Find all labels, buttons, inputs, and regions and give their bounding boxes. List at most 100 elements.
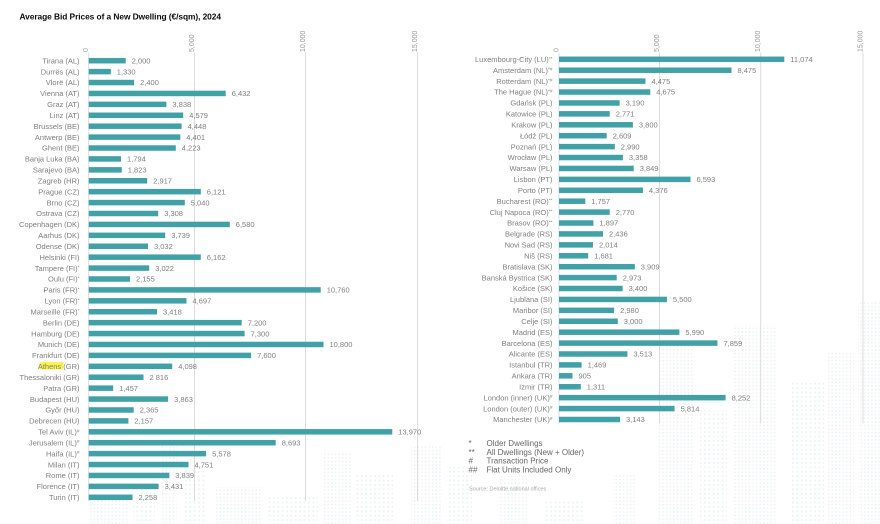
svg-text:Ostrava (CZ): Ostrava (CZ) bbox=[36, 209, 80, 218]
svg-text:Transaction Price: Transaction Price bbox=[487, 457, 550, 466]
svg-text:2,990: 2,990 bbox=[621, 142, 640, 151]
svg-text:##: ## bbox=[469, 466, 478, 475]
svg-text:6,162: 6,162 bbox=[207, 253, 226, 262]
svg-text:Hamburg (DE): Hamburg (DE) bbox=[31, 329, 80, 338]
svg-text:All Dwellings (New + Older): All Dwellings (New + Older) bbox=[487, 448, 585, 457]
svg-text:2 816: 2 816 bbox=[150, 373, 169, 382]
svg-text:Gdańsk (PL): Gdańsk (PL) bbox=[510, 99, 553, 108]
svg-text:3,839: 3,839 bbox=[175, 471, 194, 480]
svg-text:2,365: 2,365 bbox=[140, 406, 159, 415]
svg-text:Marseille (FR)*: Marseille (FR)* bbox=[31, 307, 80, 316]
svg-text:Bucharest (RO)**: Bucharest (RO)** bbox=[497, 197, 553, 206]
svg-text:2,980: 2,980 bbox=[620, 306, 639, 315]
svg-text:Odense (DK): Odense (DK) bbox=[36, 242, 80, 251]
svg-text:1,897: 1,897 bbox=[599, 219, 618, 228]
svg-text:Munich (DE): Munich (DE) bbox=[38, 340, 80, 349]
svg-text:Rome (IT): Rome (IT) bbox=[46, 471, 80, 480]
svg-text:0: 0 bbox=[83, 48, 90, 52]
svg-text:Haifa (IL)#: Haifa (IL)# bbox=[46, 449, 80, 458]
svg-text:8,252: 8,252 bbox=[732, 393, 751, 402]
svg-text:Copenhagen (DK): Copenhagen (DK) bbox=[19, 220, 80, 229]
svg-text:2,436: 2,436 bbox=[609, 230, 628, 239]
svg-text:Banja Luka (BA): Banja Luka (BA) bbox=[25, 155, 80, 164]
svg-text:Luxembourg-City (LU)**: Luxembourg-City (LU)** bbox=[475, 55, 553, 64]
svg-text:1,823: 1,823 bbox=[128, 166, 147, 175]
svg-text:Linz (AT): Linz (AT) bbox=[50, 111, 80, 120]
svg-text:5,000: 5,000 bbox=[654, 34, 661, 52]
svg-text:6,580: 6,580 bbox=[236, 220, 255, 229]
svg-text:Tirana (AL): Tirana (AL) bbox=[42, 56, 80, 65]
svg-text:3,032: 3,032 bbox=[154, 242, 173, 251]
svg-text:Celje (SI): Celje (SI) bbox=[521, 317, 553, 326]
svg-text:13,970: 13,970 bbox=[398, 428, 421, 437]
svg-text:2,917: 2,917 bbox=[153, 176, 172, 185]
svg-text:7,300: 7,300 bbox=[251, 329, 270, 338]
svg-text:Cluj Napoca (RO)**: Cluj Napoca (RO)** bbox=[490, 208, 553, 217]
svg-text:3,849: 3,849 bbox=[640, 164, 659, 173]
svg-text:7,859: 7,859 bbox=[724, 339, 743, 348]
svg-text:10,000: 10,000 bbox=[300, 30, 307, 52]
svg-text:Barcelona (ES): Barcelona (ES) bbox=[502, 339, 553, 348]
svg-text:Belgrade (RS): Belgrade (RS) bbox=[505, 230, 553, 239]
svg-text:Lisbon (PT): Lisbon (PT) bbox=[514, 175, 553, 184]
svg-text:905: 905 bbox=[579, 372, 592, 381]
svg-text:Frankfurt (DE): Frankfurt (DE) bbox=[32, 351, 80, 360]
svg-text:2,770: 2,770 bbox=[616, 208, 635, 217]
svg-text:Tampere (FI)*: Tampere (FI)* bbox=[35, 264, 80, 273]
svg-text:3,863: 3,863 bbox=[174, 395, 193, 404]
svg-text:London (outer) (UK)#: London (outer) (UK)# bbox=[483, 404, 553, 413]
svg-text:Milan (IT): Milan (IT) bbox=[48, 460, 80, 469]
svg-text:2,157: 2,157 bbox=[134, 417, 153, 426]
svg-text:Average Bid Prices of a New Dw: Average Bid Prices of a New Dwelling (€/… bbox=[20, 12, 222, 22]
svg-text:1,757: 1,757 bbox=[591, 197, 610, 206]
svg-text:Patra (GR): Patra (GR) bbox=[43, 384, 80, 393]
svg-text:Older Dwellings: Older Dwellings bbox=[487, 439, 543, 448]
svg-text:3,431: 3,431 bbox=[165, 482, 184, 491]
svg-text:Athens (GR): Athens (GR) bbox=[38, 362, 80, 371]
svg-text:Zagreb (HR): Zagreb (HR) bbox=[38, 176, 80, 185]
svg-text:Łódź (PL): Łódź (PL) bbox=[520, 131, 553, 140]
svg-text:Amsterdam (NL)*#: Amsterdam (NL)*# bbox=[493, 66, 553, 75]
svg-text:1,457: 1,457 bbox=[119, 384, 138, 393]
svg-text:1,469: 1,469 bbox=[588, 361, 607, 370]
svg-text:3,358: 3,358 bbox=[629, 153, 648, 162]
svg-text:4,223: 4,223 bbox=[182, 144, 201, 153]
svg-text:Krakow (PL): Krakow (PL) bbox=[511, 120, 553, 129]
svg-text:Ljublana (SI): Ljublana (SI) bbox=[510, 295, 553, 304]
svg-text:Niš (RS): Niš (RS) bbox=[524, 251, 553, 260]
svg-text:2,000: 2,000 bbox=[132, 56, 151, 65]
svg-text:3,400: 3,400 bbox=[629, 284, 648, 293]
svg-text:Source: Deloitte national offi: Source: Deloitte national offices bbox=[469, 487, 546, 493]
svg-text:3,909: 3,909 bbox=[641, 262, 660, 271]
svg-text:8,693: 8,693 bbox=[282, 438, 301, 447]
svg-text:Florence (IT): Florence (IT) bbox=[37, 482, 80, 491]
svg-text:4,475: 4,475 bbox=[652, 77, 671, 86]
svg-text:Flat Units Included Only: Flat Units Included Only bbox=[487, 466, 572, 475]
svg-text:Antwerp (BE): Antwerp (BE) bbox=[35, 133, 80, 142]
svg-text:3,022: 3,022 bbox=[155, 264, 174, 273]
svg-text:2,258: 2,258 bbox=[139, 493, 158, 502]
svg-text:Budapest (HU): Budapest (HU) bbox=[30, 395, 80, 404]
svg-text:London (inner) (UK)#: London (inner) (UK)# bbox=[484, 393, 553, 402]
svg-text:7,600: 7,600 bbox=[257, 351, 276, 360]
svg-text:3,190: 3,190 bbox=[626, 99, 645, 108]
svg-text:4,401: 4,401 bbox=[186, 133, 205, 142]
svg-text:4,697: 4,697 bbox=[193, 297, 212, 306]
svg-text:Poznań (PL): Poznań (PL) bbox=[511, 142, 553, 151]
svg-text:10,800: 10,800 bbox=[330, 340, 353, 349]
svg-text:Istanbul (TR): Istanbul (TR) bbox=[509, 361, 553, 370]
svg-text:3,143: 3,143 bbox=[626, 415, 645, 424]
svg-text:Paris (FR)*: Paris (FR)* bbox=[43, 286, 79, 295]
svg-text:Jerusalem (IL)#: Jerusalem (IL)# bbox=[29, 438, 80, 447]
svg-text:3,000: 3,000 bbox=[624, 317, 643, 326]
svg-text:2,973: 2,973 bbox=[623, 273, 642, 282]
svg-text:Debrecen (HU): Debrecen (HU) bbox=[29, 417, 80, 426]
svg-text:Ankara (TR): Ankara (TR) bbox=[512, 372, 553, 381]
svg-text:Izmir (TR): Izmir (TR) bbox=[519, 382, 553, 391]
svg-text:1,330: 1,330 bbox=[117, 67, 136, 76]
svg-text:Brussels (BE): Brussels (BE) bbox=[34, 122, 80, 131]
svg-text:5,814: 5,814 bbox=[681, 404, 700, 413]
svg-text:2,014: 2,014 bbox=[599, 241, 618, 250]
svg-text:2,609: 2,609 bbox=[613, 131, 632, 140]
svg-text:*: * bbox=[469, 439, 472, 448]
